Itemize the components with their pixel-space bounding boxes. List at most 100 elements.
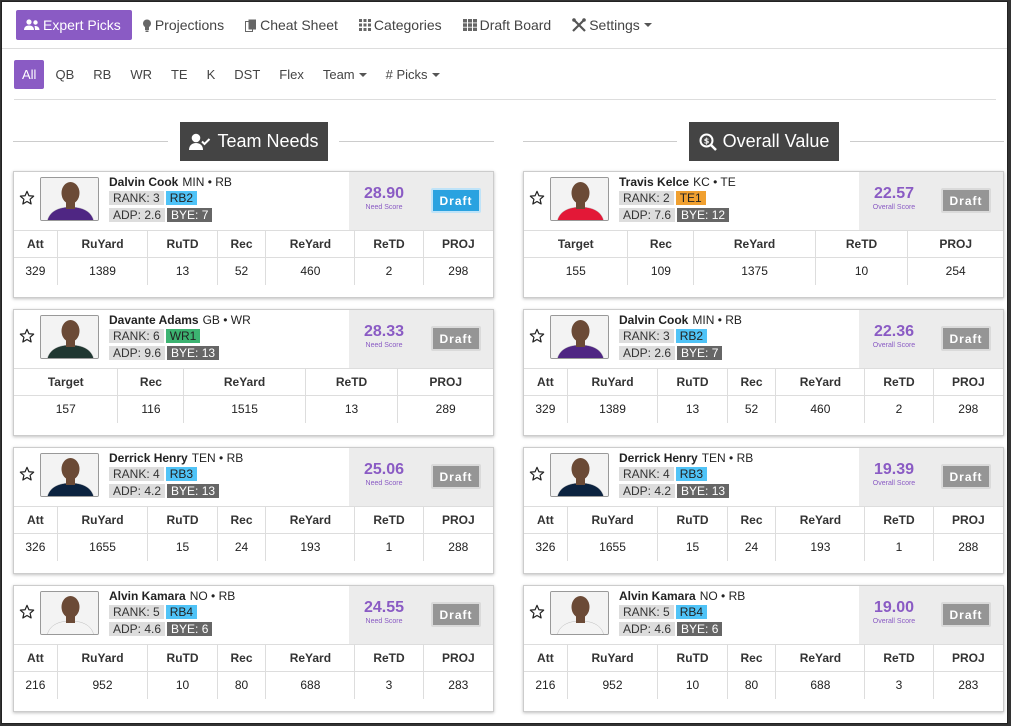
adp-badge: ADP: 2.6: [619, 346, 676, 360]
stat-header: Att: [524, 506, 568, 534]
score-value: 28.90: [363, 185, 405, 202]
stat-value: 10: [147, 671, 218, 699]
stats-value-row: 326 1655 15 24 193 1 288: [14, 533, 493, 561]
stats-header-row: Target Rec ReYard ReTD PROJ: [14, 368, 493, 396]
svg-text:$: $: [703, 136, 709, 145]
nav-projections[interactable]: Projections: [134, 10, 235, 40]
star-icon[interactable]: [529, 466, 545, 482]
draft-button[interactable]: Draft: [941, 188, 991, 213]
star-icon[interactable]: [19, 604, 35, 620]
stat-header: Att: [14, 230, 58, 258]
bye-badge: BYE: 13: [167, 346, 220, 360]
draft-button[interactable]: Draft: [431, 326, 481, 351]
rank-badge: RANK: 3: [109, 191, 164, 205]
player-name[interactable]: Davante Adams: [109, 313, 199, 327]
stats-value-row: 216 952 10 80 688 3 283: [524, 671, 1003, 699]
filter-dst[interactable]: DST: [234, 67, 261, 82]
rank-badge: RANK: 3: [619, 329, 674, 343]
player-name[interactable]: Travis Kelce: [619, 175, 690, 189]
draft-button[interactable]: Draft: [431, 188, 481, 213]
player-name[interactable]: Derrick Henry: [109, 451, 188, 465]
player-name[interactable]: Alvin Kamara: [109, 589, 186, 603]
draft-button[interactable]: Draft: [941, 464, 991, 489]
position-rank-badge: RB4: [675, 605, 708, 619]
star-icon[interactable]: [19, 466, 35, 482]
stat-header: RuTD: [147, 506, 218, 534]
rank-badges: RANK: 6 WR1: [109, 329, 202, 343]
stat-header: Rec: [727, 506, 777, 534]
overall-value-column: $ Overall Value Travis Kelce KC • TE RANK:…: [523, 122, 1004, 712]
filter-team[interactable]: Team: [315, 60, 375, 89]
filter-flex[interactable]: Flex: [279, 67, 304, 82]
stat-header: ReYard: [265, 506, 356, 534]
stats-header-row: Att RuYard RuTD Rec ReYard ReTD PROJ: [524, 644, 1003, 672]
score-box: 22.57 Overall Score: [859, 172, 929, 230]
lightbulb-icon: [142, 19, 151, 32]
stats-value-row: 157 116 1515 13 289: [14, 395, 493, 423]
nav-cheat-sheet[interactable]: Cheat Sheet: [237, 10, 349, 40]
player-name[interactable]: Alvin Kamara: [619, 589, 696, 603]
stats-table: Att RuYard RuTD Rec ReYard ReTD PROJ 329 1389 13 5…: [14, 230, 493, 285]
nav-settings[interactable]: Settings: [564, 10, 663, 40]
wrench-icon: [572, 18, 587, 32]
filter-all[interactable]: All: [14, 60, 45, 89]
stat-value: 688: [775, 671, 866, 699]
star-icon[interactable]: [529, 604, 545, 620]
score-box: 25.06 Need Score: [349, 448, 419, 506]
star-icon[interactable]: [19, 328, 35, 344]
team-needs-column: Team Needs Dalvin Cook MIN • RB RANK: 3 RB2…: [13, 122, 494, 712]
stats-header-row: Att RuYard RuTD Rec ReYard ReTD PROJ: [524, 506, 1003, 534]
player-name[interactable]: Dalvin Cook: [619, 313, 689, 327]
rank-badges: RANK: 3 RB2: [619, 329, 709, 343]
draft-button[interactable]: Draft: [941, 326, 991, 351]
stat-header: Rec: [727, 644, 777, 672]
draft-button[interactable]: Draft: [431, 464, 481, 489]
player-team-pos: MIN • RB: [182, 175, 232, 189]
player-team-pos: MIN • RB: [692, 313, 742, 327]
stat-value: 1515: [183, 395, 306, 423]
player-info: Travis Kelce KC • TE RANK: 2 TE1 ADP: 7.6 BYE…: [524, 172, 859, 230]
stat-value: 15: [147, 533, 218, 561]
stat-header: PROJ: [933, 644, 1003, 672]
nav-expert-picks[interactable]: Expert Picks: [16, 10, 132, 40]
player-name[interactable]: Dalvin Cook: [109, 175, 179, 189]
player-photo: [40, 453, 99, 497]
score-value: 22.36: [873, 323, 915, 340]
stat-value: 193: [775, 533, 866, 561]
filter-te[interactable]: TE: [170, 67, 188, 82]
player-name-line: Derrick Henry TEN • RB: [109, 451, 243, 465]
star-icon[interactable]: [19, 190, 35, 206]
draft-box: Draft: [419, 172, 493, 230]
stat-header: Att: [14, 506, 58, 534]
adp-badges: ADP: 2.6 BYE: 7: [619, 346, 724, 360]
nav-categories[interactable]: Categories: [351, 10, 453, 40]
filter-wr[interactable]: WR: [130, 67, 152, 82]
stat-value: 688: [265, 671, 356, 699]
stat-header: RuYard: [57, 230, 149, 258]
filter-qb[interactable]: QB: [55, 67, 75, 82]
stats-header-row: Att RuYard RuTD Rec ReYard ReTD PROJ: [14, 644, 493, 672]
filter-picks[interactable]: # Picks: [378, 60, 448, 89]
stat-header: ReYard: [775, 644, 866, 672]
player-card: Derrick Henry TEN • RB RANK: 4 RB3 ADP: 4.2 B…: [523, 447, 1004, 574]
stat-header: ReYard: [183, 368, 306, 396]
filter-k[interactable]: K: [206, 67, 216, 82]
draft-box: Draft: [419, 586, 493, 644]
filter-rb[interactable]: RB: [93, 67, 112, 82]
star-icon[interactable]: [529, 190, 545, 206]
player-name[interactable]: Derrick Henry: [619, 451, 698, 465]
score-value: 19.39: [873, 461, 915, 478]
score-label: Need Score: [365, 342, 403, 349]
stat-header: RuTD: [147, 230, 218, 258]
score-box: 19.00 Overall Score: [859, 586, 929, 644]
draft-button[interactable]: Draft: [431, 602, 481, 627]
nav-draft-board[interactable]: Draft Board: [455, 10, 563, 40]
team-needs-header: Team Needs: [13, 122, 494, 162]
stat-value: 1655: [57, 533, 149, 561]
draft-button[interactable]: Draft: [941, 602, 991, 627]
player-name-line: Derrick Henry TEN • RB: [619, 451, 753, 465]
star-icon[interactable]: [529, 328, 545, 344]
draft-box: Draft: [419, 310, 493, 368]
divider: [339, 141, 494, 142]
stat-value: 326: [14, 533, 58, 561]
